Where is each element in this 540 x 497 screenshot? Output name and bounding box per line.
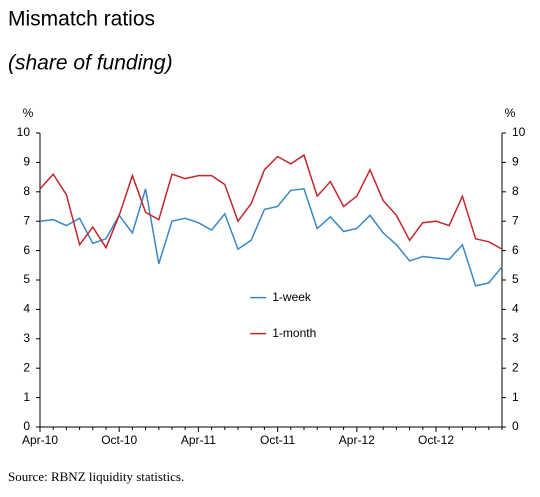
y2-axis-label: % — [505, 106, 516, 120]
y2-tick-label: 6 — [512, 243, 519, 257]
y2-tick-label: 9 — [512, 155, 519, 169]
x-tick-label: Apr-12 — [339, 433, 375, 447]
x-tick-label: Apr-11 — [181, 433, 216, 447]
y-tick-label: 6 — [23, 243, 30, 257]
source-note: Source: RBNZ liquidity statistics. — [8, 469, 184, 484]
series-line — [39, 188, 503, 287]
legend-label: 1-week — [272, 290, 312, 304]
y2-tick-label: 5 — [512, 272, 519, 286]
x-tick-label: Apr-10 — [22, 433, 58, 447]
y-tick-label: 5 — [23, 272, 30, 286]
chart-title: Mismatch ratios — [8, 8, 155, 31]
y2-tick-label: 8 — [512, 184, 519, 198]
x-tick-label: Oct-12 — [418, 433, 454, 447]
y-tick-label: 1 — [23, 390, 30, 404]
series-line — [39, 153, 503, 250]
y2-tick-label: 2 — [512, 360, 519, 374]
y-tick-label: 0 — [23, 419, 30, 433]
y2-tick-label: 0 — [512, 419, 519, 433]
y-tick-label: 10 — [17, 125, 31, 139]
y2-tick-label: 1 — [512, 390, 519, 404]
y-axis-label: % — [23, 106, 34, 120]
y2-tick-label: 10 — [512, 125, 526, 139]
y2-tick-label: 4 — [512, 302, 519, 316]
y-tick-label: 9 — [23, 155, 30, 169]
legend-label: 1-month — [272, 326, 316, 340]
chart-subtitle: (share of funding) — [8, 52, 173, 75]
y2-tick-label: 3 — [512, 331, 519, 345]
x-tick-label: Oct-11 — [260, 433, 295, 447]
y-tick-label: 3 — [23, 331, 30, 345]
y-tick-label: 4 — [23, 302, 30, 316]
y-tick-label: 7 — [23, 213, 30, 227]
x-tick-label: Oct-10 — [101, 433, 137, 447]
y-tick-label: 8 — [23, 184, 30, 198]
y2-tick-label: 7 — [512, 213, 519, 227]
y-tick-label: 2 — [23, 360, 30, 374]
